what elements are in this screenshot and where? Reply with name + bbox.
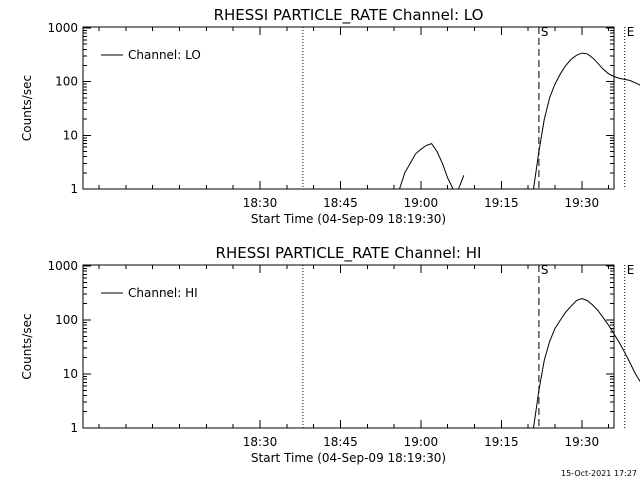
y-tick-label: 1000 (47, 259, 78, 273)
time-marker-label: E (627, 25, 635, 39)
legend-label: Channel: HI (128, 286, 198, 300)
y-tick-label: 1 (70, 421, 78, 435)
x-tick-label: 19:30 (565, 435, 600, 449)
y-axis-label: Counts/sec (20, 75, 34, 141)
x-axis-label: Start Time (04-Sep-09 18:19:30) (251, 212, 446, 226)
x-tick-label: 18:30 (243, 435, 278, 449)
panel-hi: RHESSI PARTICLE_RATE Channel: HI 1 10 100 10… (20, 244, 640, 465)
y-tick-label: 10 (63, 128, 78, 142)
plot-frame (82, 26, 615, 190)
series-line (533, 297, 640, 429)
x-axis-label: Start Time (04-Sep-09 18:19:30) (251, 451, 446, 465)
legend-label: Channel: LO (128, 48, 201, 62)
x-tick-label: 19:30 (565, 196, 600, 210)
chart-title: RHESSI PARTICLE_RATE Channel: LO (214, 6, 484, 25)
series-line (458, 175, 465, 190)
y-tick-label: 1000 (47, 21, 78, 35)
x-tick-label: 19:15 (484, 435, 519, 449)
panel-lo: RHESSI PARTICLE_RATE Channel: LO 1 10 100 10… (20, 6, 640, 226)
y-tick-label: 10 (63, 367, 78, 381)
y-tick-label: 100 (55, 75, 78, 89)
x-tick-label: 19:15 (484, 196, 519, 210)
time-marker-label: S (541, 263, 549, 277)
chart-title: RHESSI PARTICLE_RATE Channel: HI (216, 244, 482, 263)
x-tick-label: 18:45 (323, 196, 358, 210)
time-marker-label: S (541, 25, 549, 39)
y-tick-label: 100 (55, 313, 78, 327)
series-line (399, 143, 454, 190)
x-tick-label: 19:00 (404, 196, 439, 210)
time-marker-label: E (627, 263, 635, 277)
x-tick-label: 18:45 (323, 435, 358, 449)
y-axis-label: Counts/sec (20, 313, 34, 379)
x-tick-label: 18:30 (243, 196, 278, 210)
series-line (533, 52, 640, 190)
footer-date: 15-Oct-2021 17:27 (561, 469, 637, 478)
plot-frame (82, 264, 615, 429)
x-tick-label: 19:00 (404, 435, 439, 449)
y-tick-label: 1 (70, 182, 78, 196)
